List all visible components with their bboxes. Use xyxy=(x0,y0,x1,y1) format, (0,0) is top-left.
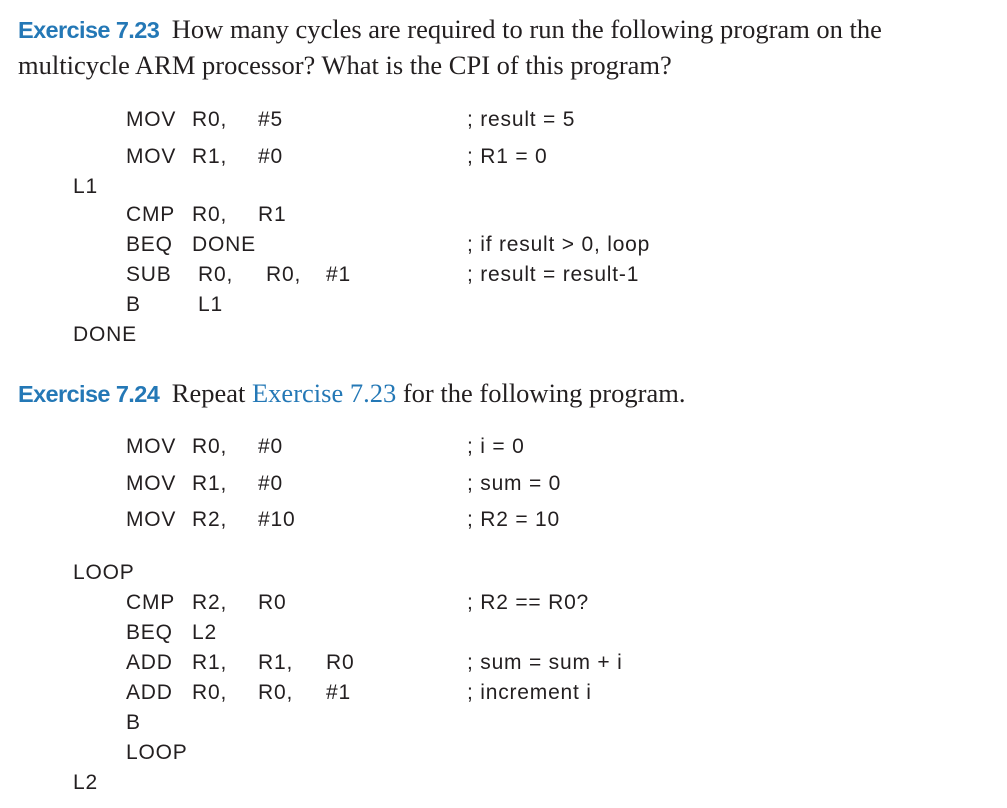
code-line: BEQ L2 xyxy=(0,618,1007,648)
code-comment: ; R2 = 10 xyxy=(467,508,561,531)
code-line: ADD R1, R1, R0 ; sum = sum + i xyxy=(0,648,1007,678)
exercise-text: for the following program. xyxy=(402,378,686,408)
operand: R1, xyxy=(192,651,228,674)
code-line: B xyxy=(0,708,1007,738)
code-line: L1 xyxy=(0,172,1007,202)
code-label: DONE xyxy=(73,323,137,346)
operand: R2, xyxy=(192,591,228,614)
opcode: B xyxy=(126,293,141,316)
opcode: SUB xyxy=(126,263,172,286)
operand: #0 xyxy=(258,435,283,458)
operand: R0, xyxy=(192,681,228,704)
opcode: MOV xyxy=(126,508,177,531)
operand: #1 xyxy=(326,681,351,704)
operand: R1 xyxy=(258,203,287,226)
operand: DONE xyxy=(192,233,256,256)
branch-target: LOOP xyxy=(126,741,188,764)
code-label: L2 xyxy=(73,771,98,794)
code-comment: ; increment i xyxy=(467,681,592,704)
exercise-7-23-prompt: Exercise 7.23 How many cycles are requir… xyxy=(18,11,882,48)
operand: #0 xyxy=(258,145,283,168)
code-comment: ; sum = 0 xyxy=(467,472,562,495)
operand: R0, xyxy=(198,263,234,286)
code-comment: ; R2 == R0? xyxy=(467,591,590,614)
code-label: LOOP xyxy=(73,561,135,584)
code-comment: ; i = 0 xyxy=(467,435,525,458)
operand: R0, xyxy=(192,435,228,458)
opcode: ADD xyxy=(126,681,173,704)
opcode: B xyxy=(126,711,141,734)
exercise-reference-link[interactable]: Exercise 7.23 xyxy=(252,378,397,408)
code-comment: ; R1 = 0 xyxy=(467,145,548,168)
exercise-text: Repeat xyxy=(171,378,246,408)
code-line: DONE xyxy=(0,320,1007,350)
opcode: MOV xyxy=(126,472,177,495)
code-line: BEQ DONE ; if result > 0, loop xyxy=(0,230,1007,260)
opcode: CMP xyxy=(126,591,176,614)
operand: R0 xyxy=(258,591,287,614)
code-line: B L1 xyxy=(0,290,1007,320)
operand: R0, xyxy=(258,681,294,704)
opcode: ADD xyxy=(126,651,173,674)
code-label: L1 xyxy=(73,175,98,198)
operand: R0, xyxy=(266,263,302,286)
exercise-text-line-2: multicycle ARM processor? What is the CP… xyxy=(18,50,672,80)
exercise-7-23-prompt-line-2: multicycle ARM processor? What is the CP… xyxy=(18,47,672,83)
exercise-number: Exercise 7.24 xyxy=(18,381,160,407)
code-comment: ; if result > 0, loop xyxy=(467,233,651,256)
exercise-text-line-1: How many cycles are required to run the … xyxy=(171,14,882,44)
code-comment: ; result = 5 xyxy=(467,108,576,131)
code-line: ADD R0, R0, #1 ; increment i xyxy=(0,678,1007,708)
code-comment: ; sum = sum + i xyxy=(467,651,623,674)
operand: #0 xyxy=(258,472,283,495)
code-line: MOV R2, #10 ; R2 = 10 xyxy=(0,505,1007,535)
operand: L2 xyxy=(192,621,217,644)
exercise-number: Exercise 7.23 xyxy=(18,17,160,43)
operand: #10 xyxy=(258,508,296,531)
operand: R1, xyxy=(192,145,228,168)
operand: R0, xyxy=(192,203,228,226)
code-line: MOV R0, #0 ; i = 0 xyxy=(0,432,1007,462)
code-line: LOOP xyxy=(0,558,1007,588)
opcode: BEQ xyxy=(126,621,173,644)
code-line: CMP R0, R1 xyxy=(0,200,1007,230)
opcode: MOV xyxy=(126,435,177,458)
operand: R1, xyxy=(192,472,228,495)
operand: R0, xyxy=(192,108,228,131)
code-comment: ; result = result-1 xyxy=(467,263,640,286)
opcode: MOV xyxy=(126,108,177,131)
code-line: L2 xyxy=(0,768,1007,798)
exercise-7-24-prompt: Exercise 7.24 Repeat Exercise 7.23 for t… xyxy=(18,375,685,412)
operand: L1 xyxy=(198,293,223,316)
code-line: MOV R0, #5 ; result = 5 xyxy=(0,105,1007,135)
operand: R0 xyxy=(326,651,355,674)
code-line: MOV R1, #0 ; R1 = 0 xyxy=(0,142,1007,172)
operand: R1, xyxy=(258,651,294,674)
opcode: BEQ xyxy=(126,233,173,256)
opcode: MOV xyxy=(126,145,177,168)
operand: R2, xyxy=(192,508,228,531)
operand: #5 xyxy=(258,108,283,131)
code-line: LOOP xyxy=(0,738,1007,768)
opcode: CMP xyxy=(126,203,176,226)
code-line: MOV R1, #0 ; sum = 0 xyxy=(0,469,1007,499)
code-line: CMP R2, R0 ; R2 == R0? xyxy=(0,588,1007,618)
code-line: SUB R0, R0, #1 ; result = result-1 xyxy=(0,260,1007,290)
operand: #1 xyxy=(326,263,351,286)
